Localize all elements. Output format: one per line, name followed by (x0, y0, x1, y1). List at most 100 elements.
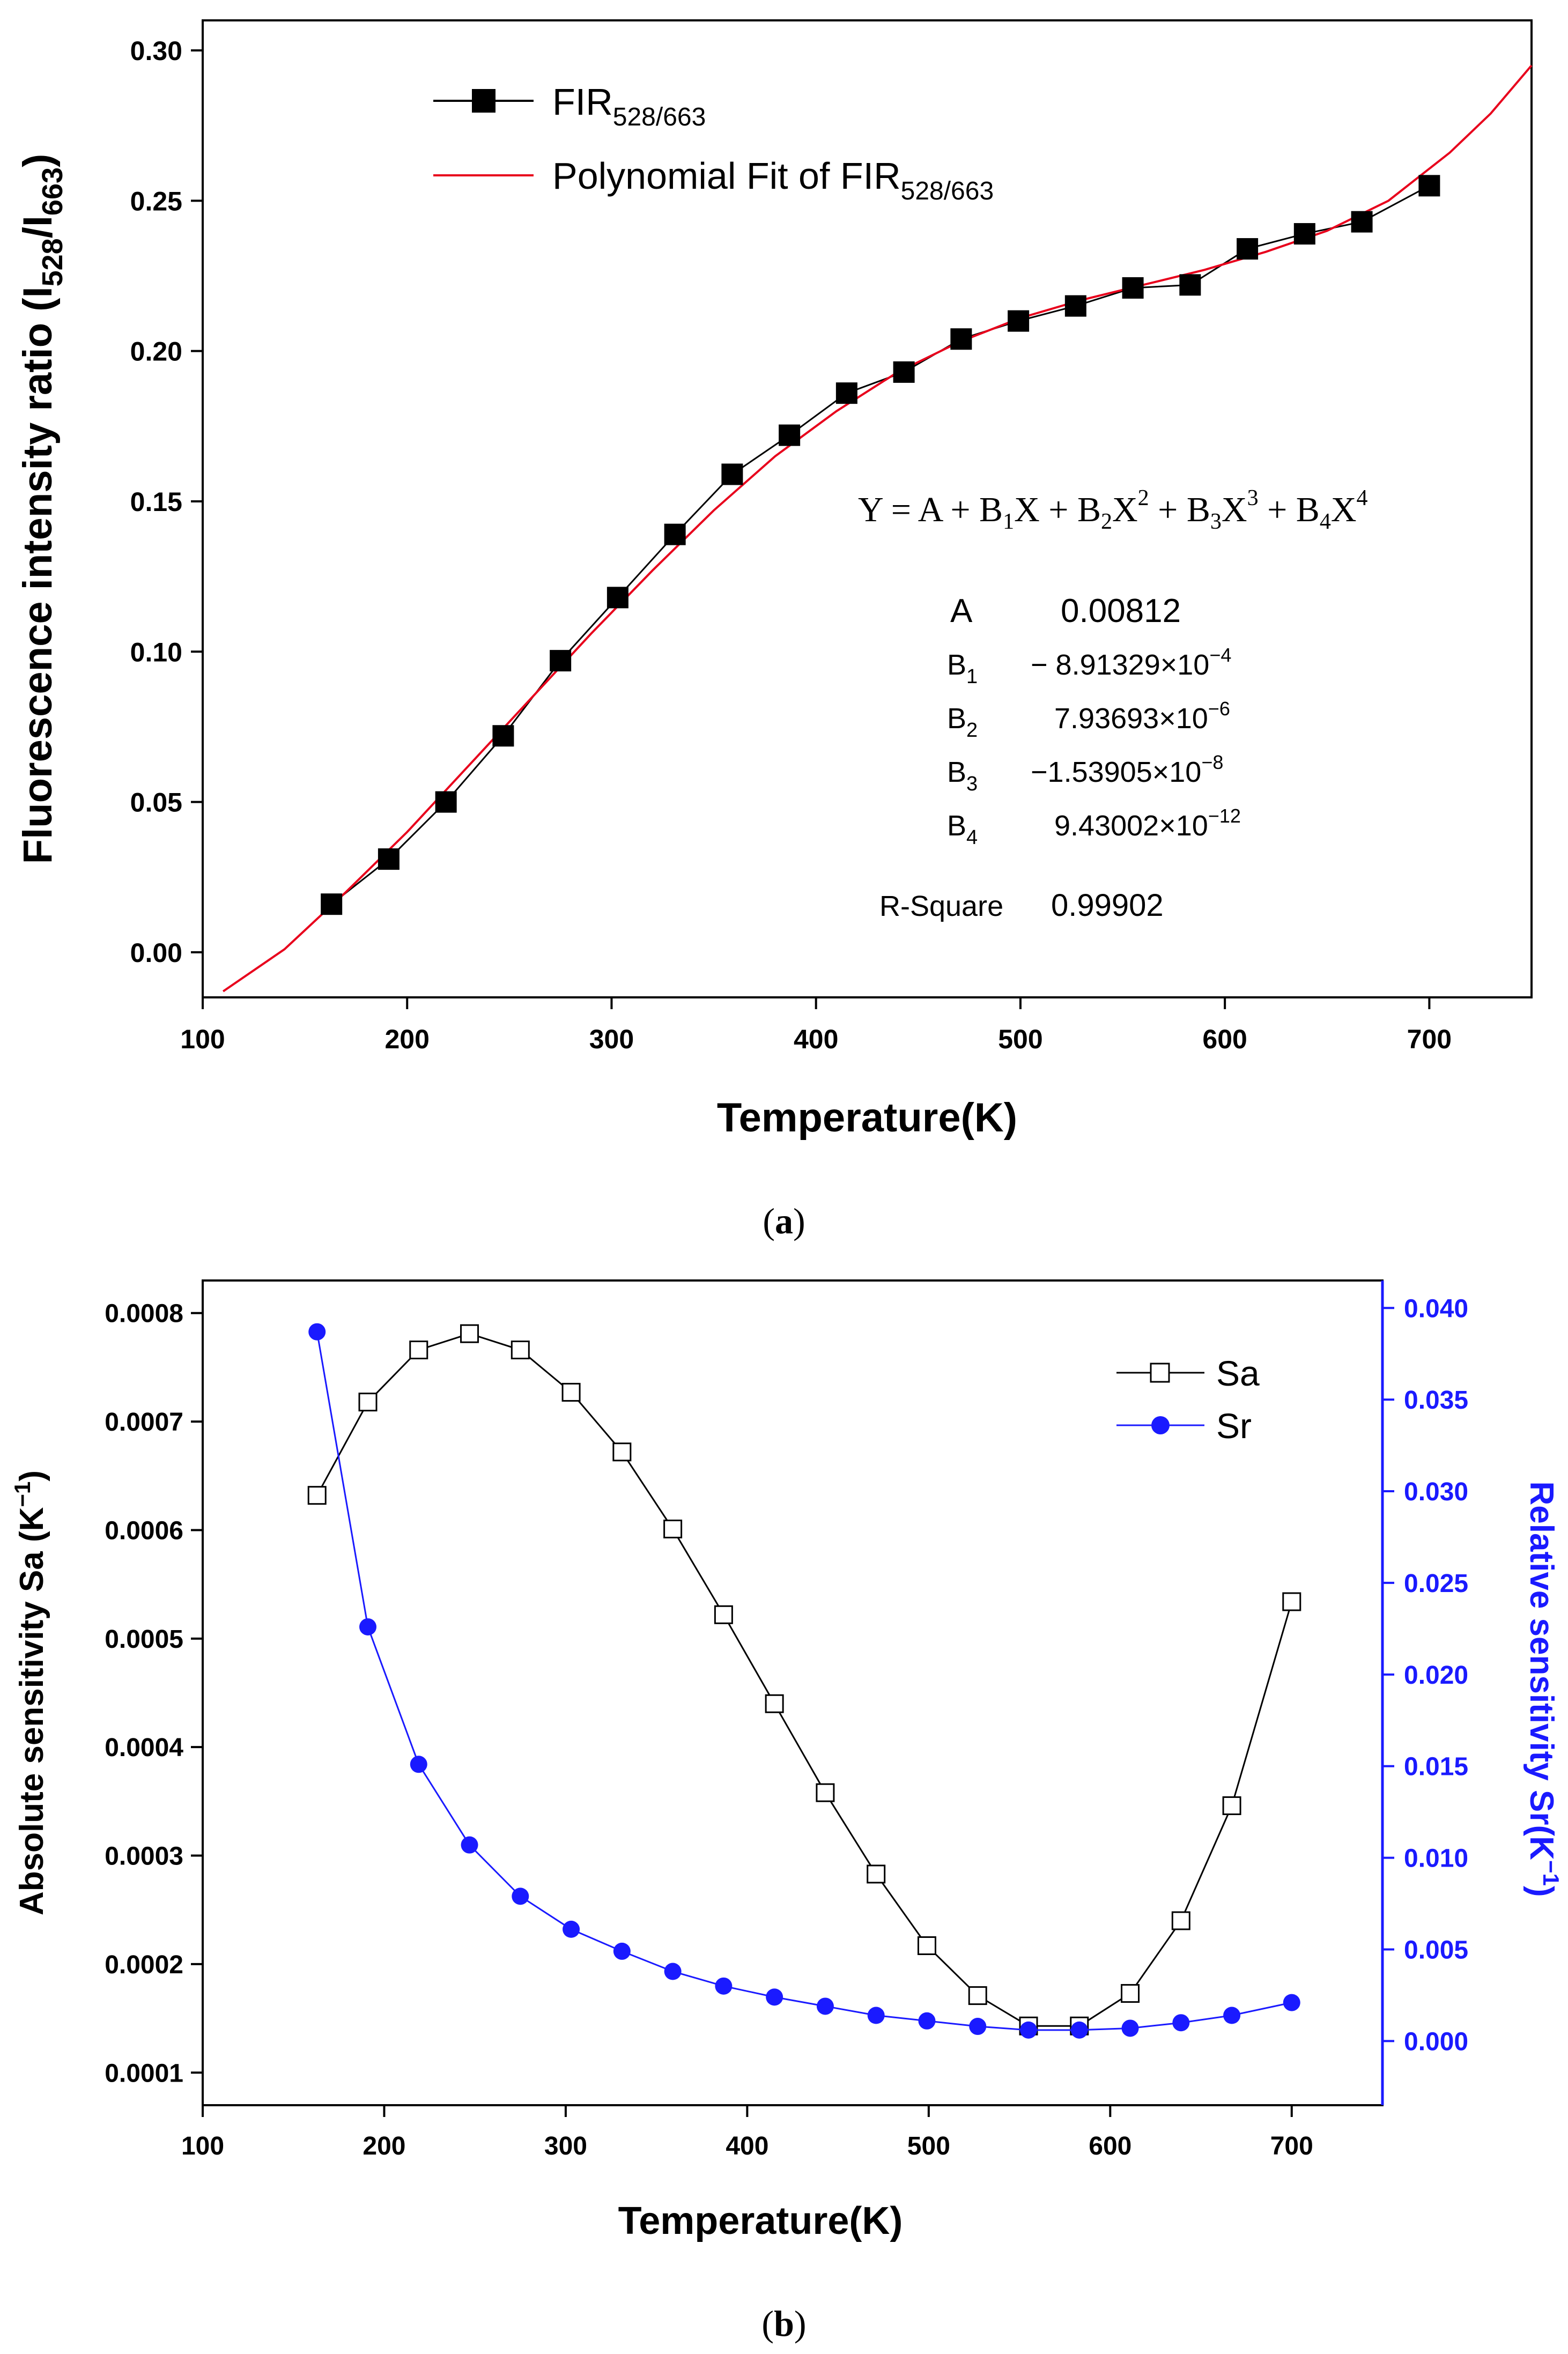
panel-b-x-axis-label: Temperature(K) (618, 2200, 903, 2242)
fir-data-point (435, 791, 457, 813)
legend-sa-marker (1150, 1363, 1170, 1383)
sr-data-point (1121, 2019, 1139, 2037)
sr-data-point (969, 2018, 987, 2035)
sa-data-point (307, 1486, 327, 1505)
panel-a-y-tick-label: 0.05 (130, 788, 182, 818)
panel-b-right-y-tick-label: 0.030 (1404, 1478, 1468, 1506)
fir-data-point (1293, 223, 1315, 245)
panel-a-y-tick-label: 0.15 (130, 487, 182, 517)
panel-a-y-tick-label: 0.30 (130, 36, 182, 66)
fir-data-point (893, 361, 915, 383)
panel-a-legend: FIR528/663 Polynomial Fit of FIR528/663 (433, 81, 994, 205)
sr-data-point (308, 1323, 326, 1341)
series-sa-line (316, 1333, 1293, 2027)
sr-data-point (1020, 2021, 1037, 2039)
sa-data-point (358, 1393, 378, 1412)
panel-b-left-y-tick-label: 0.0002 (105, 1951, 183, 1979)
fir-data-point (950, 328, 972, 350)
sa-data-point (409, 1341, 428, 1360)
panel-b-left-y-tick-label: 0.0008 (105, 1300, 183, 1328)
fir-data-point (378, 848, 400, 870)
panel-b-right-y-ticks: 0.000 0.005 0.010 0.015 0.020 0.025 0.030 0.035… (1382, 1294, 1468, 2056)
sa-data-point (917, 1936, 936, 1956)
panel-a-x-tick-label: 100 (180, 1024, 225, 1054)
sa-data-point (511, 1341, 530, 1360)
panel-b-left-y-tick-label: 0.0001 (105, 2059, 183, 2087)
panel-b-x-tick-label: 600 (1089, 2132, 1131, 2160)
panel-b-x-tick-label: 500 (907, 2132, 950, 2160)
panel-a-chart: 100 200 300 400 500 600 700 0.000.050.100.150.… (15, 19, 1533, 1241)
panel-b-right-y-tick-label: 0.010 (1404, 1845, 1468, 1873)
panel-b-x-tick-label: 400 (726, 2132, 768, 2160)
panel-b-right-y-tick-label: 0.015 (1404, 1753, 1468, 1781)
sa-data-point (612, 1442, 632, 1462)
param-a-value: 0.00812 (1061, 593, 1181, 630)
sr-data-point (715, 1977, 733, 1995)
panel-b-left-y-ticks: 0.0001 0.0002 0.0003 0.0004 0.0005 0.0006 0.00… (105, 1300, 203, 2087)
fir-data-point (664, 523, 686, 545)
series-fir-line (331, 185, 1430, 905)
param-a-name: A (950, 593, 973, 630)
sr-data-point (613, 1942, 631, 1960)
panel-b-chart: 100 200 300 400 500 600 700 0.0001 0.0002 0.0003… (10, 1279, 1564, 2344)
panel-b-x-ticks: 100 200 300 400 500 600 700 (181, 2105, 1313, 2160)
series-sr-line (316, 1331, 1292, 2031)
panel-b-x-tick-label: 200 (363, 2132, 405, 2160)
param-b1-value: − 8.91329×10−4 (1031, 644, 1231, 681)
panel-b-right-y-tick-label: 0.035 (1404, 1386, 1468, 1415)
sa-data-point (460, 1324, 479, 1343)
panel-b-right-y-tick-label: 0.025 (1404, 1570, 1468, 1598)
param-b2-value: 7.93693×10−6 (1054, 698, 1230, 735)
sr-data-point (461, 1836, 478, 1854)
sa-data-point (968, 1986, 987, 2005)
r-square-label: R-Square (879, 890, 1003, 922)
sa-data-point (714, 1605, 733, 1624)
param-b2-name: B2 (947, 702, 978, 742)
panel-b-legend: Sa Sr (1116, 1353, 1260, 1446)
fir-data-point (721, 463, 743, 485)
legend-sa-label: Sa (1216, 1353, 1260, 1393)
fir-data-point (1008, 310, 1030, 332)
sr-data-point (867, 2007, 885, 2024)
fir-data-point (1351, 211, 1373, 233)
panel-b-right-y-axis-label: Relative sensitivity Sr(K−1) (1523, 1482, 1564, 1897)
fir-data-point (1237, 238, 1259, 260)
fir-data-point (779, 424, 801, 446)
sr-data-point (816, 1997, 834, 2015)
sa-data-point (1282, 1592, 1301, 1611)
r-square-value: 0.99902 (1051, 888, 1164, 923)
sa-data-point (1121, 1984, 1140, 2003)
legend-fir-marker (472, 89, 495, 113)
param-b1-name: B1 (947, 649, 978, 688)
sr-data-point (1070, 2021, 1088, 2039)
fit-equation: Y = A + B1X + B2X2 + B3X3 + B4X4 (858, 486, 1367, 534)
param-b3-name: B3 (947, 756, 978, 795)
sr-data-point (664, 1963, 682, 1980)
sr-data-point (1223, 2007, 1241, 2024)
panel-a-x-tick-label: 600 (1202, 1024, 1247, 1054)
legend-sr-label: Sr (1216, 1406, 1252, 1446)
panel-a-x-ticks: 100 200 300 400 500 600 700 (180, 997, 1452, 1054)
panel-b-plot-frame (202, 1279, 1384, 2106)
sa-data-point (561, 1382, 581, 1402)
sr-data-point (563, 1920, 580, 1938)
panel-b-series (307, 1323, 1301, 2039)
panel-b-right-y-tick-label: 0.005 (1404, 1936, 1468, 1964)
fir-data-point (321, 893, 343, 915)
panel-b-x-tick-label: 100 (181, 2132, 224, 2160)
legend-fir-label: FIR528/663 (552, 81, 706, 131)
fir-data-point (607, 587, 628, 609)
panel-b-left-y-tick-label: 0.0007 (105, 1408, 183, 1437)
panel-a-plot-frame (202, 19, 1533, 998)
panel-a-y-tick-label: 0.25 (130, 186, 182, 216)
param-b4-value: 9.43002×10−12 (1054, 805, 1241, 842)
sr-data-point (359, 1618, 376, 1635)
param-b4-name: B4 (947, 810, 978, 849)
panel-a-caption: (a) (763, 1201, 805, 1241)
panel-b-x-tick-label: 300 (544, 2132, 587, 2160)
panel-a-x-tick-label: 300 (589, 1024, 634, 1054)
panel-b-left-y-tick-label: 0.0003 (105, 1842, 183, 1871)
fir-data-point (550, 650, 572, 672)
sa-data-point (663, 1519, 683, 1538)
